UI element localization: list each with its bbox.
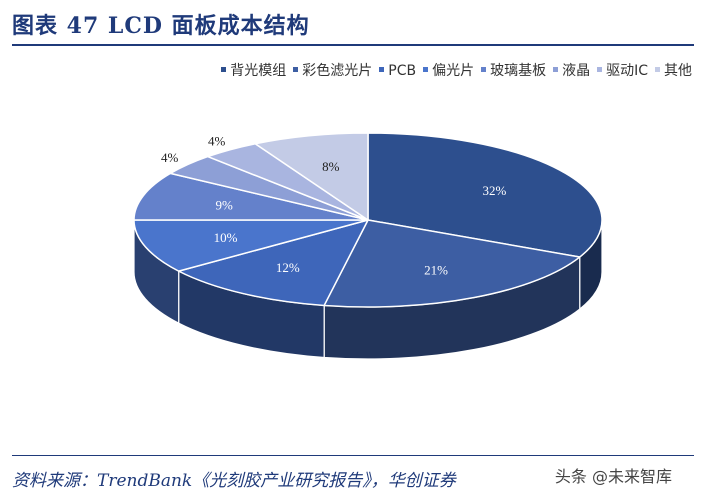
pie-data-labels: 32% 21% 12% 10% 9% 4% 4% 8%: [161, 134, 506, 278]
pie-slice-2: [177, 219, 369, 307]
legend-item: 驱动IC: [597, 60, 648, 80]
legend-label: 背光模组: [230, 63, 287, 79]
legend-item: 彩色滤光片: [293, 60, 372, 80]
legend-item: 玻璃基板: [481, 60, 546, 80]
legend-item: PCB: [379, 63, 416, 79]
pie-data-label-0: 32%: [482, 183, 506, 198]
pie-data-label-1: 21%: [424, 263, 448, 278]
legend-item: 偏光片: [423, 60, 474, 80]
figure-header: 图表 47 LCD 面板成本结构: [12, 8, 694, 46]
page-title: 图表 47 LCD 面板成本结构: [12, 13, 310, 39]
legend-label: 液晶: [562, 63, 591, 79]
pie-slice-0: [367, 132, 603, 258]
legend-label: 偏光片: [432, 63, 475, 79]
chart-legend: 背光模组 彩色滤光片 PCB 偏光片 玻璃基板 液晶 驱动IC 其他: [0, 60, 692, 80]
legend-swatch: [221, 66, 227, 72]
source-note: 资料来源：TrendBank《光刻胶产业研究报告》，华创证券: [12, 471, 456, 491]
pie-data-label-3: 10%: [214, 230, 238, 245]
title-underline: [12, 44, 694, 46]
pie-slice-3: [133, 219, 369, 272]
legend-swatch: [481, 66, 487, 72]
legend-label: 其他: [664, 63, 692, 79]
legend-swatch: [553, 66, 559, 72]
legend-swatch: [293, 66, 299, 72]
pie-data-label-4: 9%: [216, 198, 234, 213]
legend-swatch: [655, 66, 660, 72]
pie-data-label-5: 4%: [161, 150, 179, 165]
legend-label: 玻璃基板: [490, 63, 547, 79]
pie-slices: [133, 132, 603, 308]
watermark: 头条 @未来智库: [550, 462, 676, 488]
pie-data-label-7: 8%: [322, 159, 340, 174]
legend-label: 驱动IC: [606, 63, 648, 79]
footer-divider: [12, 455, 694, 456]
pie-slice-1: [323, 219, 581, 308]
legend-swatch: [423, 66, 429, 72]
legend-item: 其他: [655, 60, 692, 80]
legend-label: PCB: [388, 63, 417, 79]
legend-label: 彩色滤光片: [302, 63, 373, 79]
legend-item: 液晶: [553, 60, 590, 80]
legend-swatch: [379, 66, 385, 72]
pie-data-label-2: 12%: [276, 260, 300, 275]
pie-data-label-6: 4%: [208, 134, 226, 149]
pie-slice-4: [133, 172, 369, 221]
legend-item: 背光模组: [221, 60, 286, 80]
pie-slice-7: [254, 132, 369, 221]
legend-swatch: [597, 66, 603, 72]
